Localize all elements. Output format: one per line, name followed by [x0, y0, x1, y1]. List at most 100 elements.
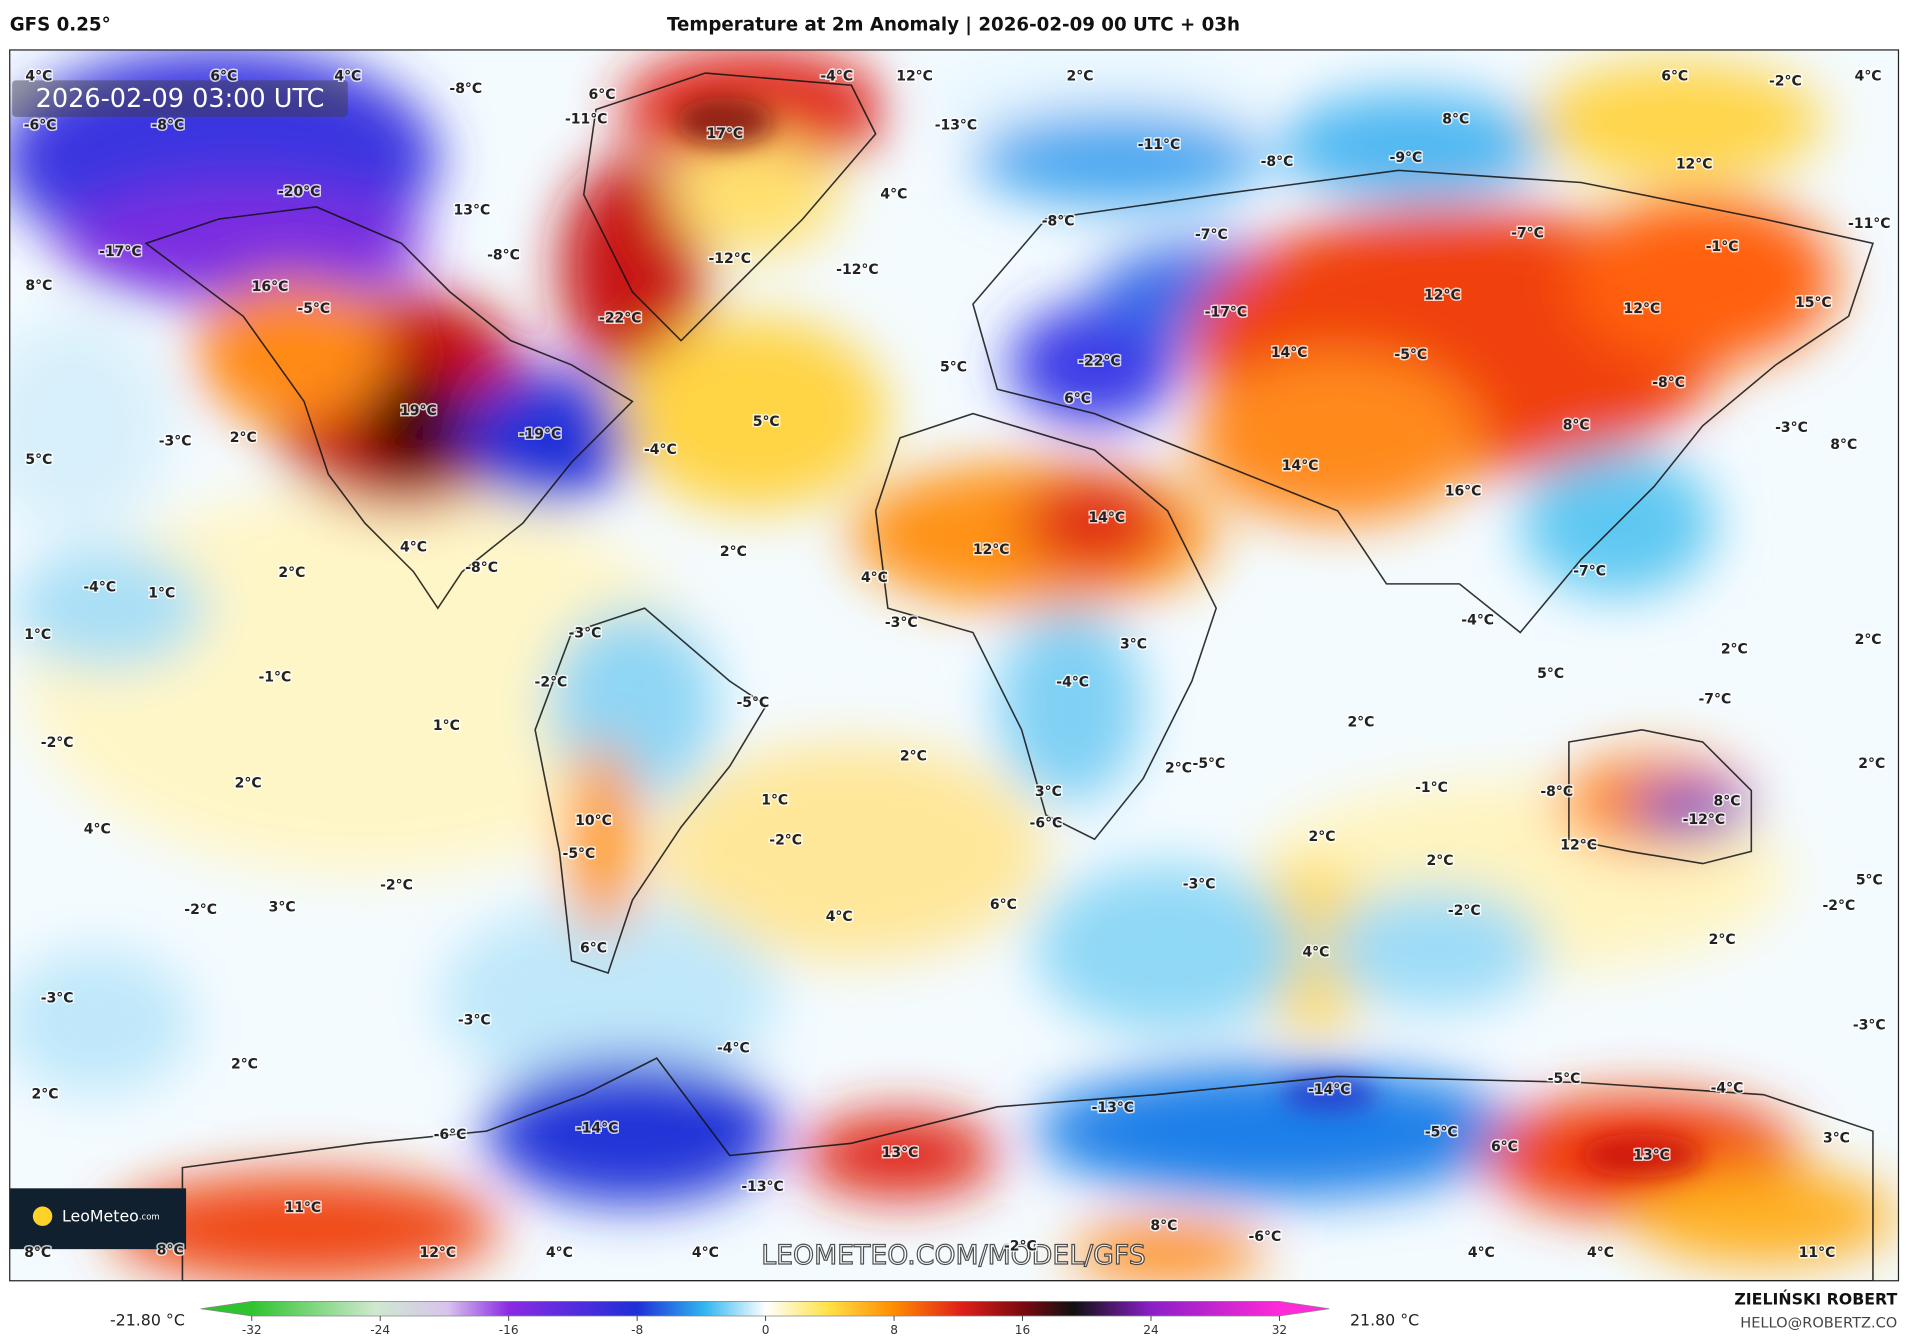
title: Temperature at 2m Anomaly | 2026-02-09 0… — [667, 15, 1240, 36]
temp-label: 6°C — [589, 87, 616, 103]
temp-label: -8°C — [465, 560, 498, 576]
temp-label: 12°C — [419, 1245, 456, 1261]
temp-label: 12°C — [1624, 301, 1661, 317]
temp-label: 2°C — [230, 430, 257, 446]
temp-label: -13°C — [935, 117, 977, 133]
temp-label: -1°C — [1706, 239, 1739, 255]
temp-label: 5°C — [753, 414, 780, 430]
temp-label: -2°C — [1448, 903, 1481, 919]
temp-label: 5°C — [1537, 666, 1564, 682]
temp-label: 2°C — [1426, 853, 1453, 869]
temp-label: -6°C — [1248, 1229, 1281, 1245]
temp-label: -5°C — [297, 301, 330, 317]
temp-label: -17°C — [99, 244, 141, 260]
temp-label: -6°C — [434, 1127, 467, 1143]
colorbar-min: -21.80 °C — [110, 1310, 185, 1329]
temp-label: -3°C — [1853, 1017, 1886, 1033]
temp-label: 8°C — [25, 278, 52, 294]
temp-label: 4°C — [546, 1245, 573, 1261]
temp-label: -1°C — [1415, 780, 1448, 796]
temp-label: 5°C — [940, 359, 967, 375]
temp-label: -11°C — [1848, 216, 1890, 232]
temp-label: -3°C — [885, 615, 918, 631]
logo: LeoMeteo.com — [62, 1206, 160, 1225]
temp-label: -2°C — [769, 832, 802, 848]
temp-label: 6°C — [1661, 69, 1688, 85]
temp-label: -5°C — [1425, 1124, 1458, 1140]
colorbar-tick-label: -16 — [499, 1323, 519, 1337]
temp-label: -7°C — [1195, 227, 1228, 243]
temp-label: 4°C — [25, 69, 52, 85]
temp-label: 6°C — [1491, 1139, 1518, 1155]
temp-label: -2°C — [1004, 1239, 1037, 1255]
model-name: GFS 0.25° — [10, 15, 111, 36]
temp-label: 12°C — [1560, 837, 1597, 853]
temp-label: -20°C — [278, 184, 320, 200]
temp-label: 8°C — [1714, 794, 1741, 810]
temp-label: 4°C — [84, 822, 111, 838]
colorbar-tick-label: 24 — [1143, 1323, 1159, 1337]
temp-label: -7°C — [1511, 226, 1544, 242]
timestamp: 2026-02-09 03:00 UTC — [36, 84, 325, 114]
temp-label: -8°C — [1540, 784, 1573, 800]
temp-label: 2°C — [720, 544, 747, 560]
temp-label: -8°C — [1261, 154, 1294, 170]
temp-label: 5°C — [25, 452, 52, 468]
colorbar: -32 -24 -16 -8 0 8 16 24 32 — [200, 1301, 1330, 1337]
temp-label: 12°C — [896, 69, 933, 85]
temp-label: -13°C — [741, 1179, 783, 1195]
temp-label: -3°C — [458, 1012, 491, 1028]
temp-label: -4°C — [1711, 1081, 1744, 1097]
colorbar-tick-label: 8 — [890, 1323, 898, 1337]
temp-label: 2°C — [1165, 761, 1192, 777]
temp-label: 8°C — [1563, 418, 1590, 434]
temp-label: 2°C — [235, 775, 262, 791]
temp-label: 2°C — [1855, 632, 1882, 648]
temp-label: 6°C — [990, 897, 1017, 913]
temp-label: 5°C — [1856, 873, 1883, 889]
temp-label: 13°C — [1633, 1147, 1670, 1163]
temp-label: 1°C — [761, 792, 788, 808]
temp-label: -2°C — [1769, 74, 1802, 90]
temp-label: 3°C — [269, 899, 296, 915]
temp-label: 6°C — [1064, 391, 1091, 407]
temp-label: 4°C — [1855, 69, 1882, 85]
temp-label: -6°C — [24, 117, 57, 133]
temp-label: -12°C — [836, 262, 878, 278]
contact: HELLO@ROBERTZ.CO — [1740, 1314, 1897, 1331]
temp-label: -19°C — [519, 426, 561, 442]
temp-label: -8°C — [151, 117, 184, 133]
temp-label: -14°C — [576, 1121, 618, 1137]
temp-label: -8°C — [1042, 213, 1075, 229]
temp-label: -6°C — [1030, 815, 1063, 831]
temp-label: 16°C — [1445, 483, 1482, 499]
temp-label: -14°C — [1308, 1082, 1350, 1098]
temp-label: -4°C — [717, 1040, 750, 1056]
temp-label: -17°C — [1205, 305, 1247, 321]
logo-name: LeoMeteo — [62, 1206, 139, 1225]
temp-label: 4°C — [334, 69, 361, 85]
temp-label: 3°C — [1035, 784, 1062, 800]
temp-label: -3°C — [1775, 420, 1808, 436]
temp-label: 2°C — [1347, 715, 1374, 731]
temp-label: -12°C — [708, 251, 750, 267]
temp-label: 1°C — [148, 586, 175, 602]
temp-label: 10°C — [575, 813, 612, 829]
map: 2026-02-09 03:00 UTC LeoMeteo.com LEOMET… — [9, 49, 1899, 1281]
temp-label: -2°C — [380, 877, 413, 893]
temp-label: 1°C — [433, 718, 460, 734]
temp-label: -5°C — [736, 695, 769, 711]
temp-label: 14°C — [1088, 510, 1125, 526]
temp-label: 11°C — [284, 1200, 321, 1216]
colorbar-tick-label: -8 — [631, 1323, 643, 1337]
colorbar-tick-label: -24 — [370, 1323, 390, 1337]
temp-label: 13°C — [454, 202, 491, 218]
temp-label: -7°C — [1698, 691, 1731, 707]
temp-label: 2°C — [1721, 642, 1748, 658]
temp-label: -2°C — [41, 735, 74, 751]
logo-suffix: .com — [139, 1212, 160, 1222]
temp-label: -5°C — [1394, 347, 1427, 363]
temp-label: -8°C — [1652, 375, 1685, 391]
temp-label: 4°C — [1587, 1245, 1614, 1261]
